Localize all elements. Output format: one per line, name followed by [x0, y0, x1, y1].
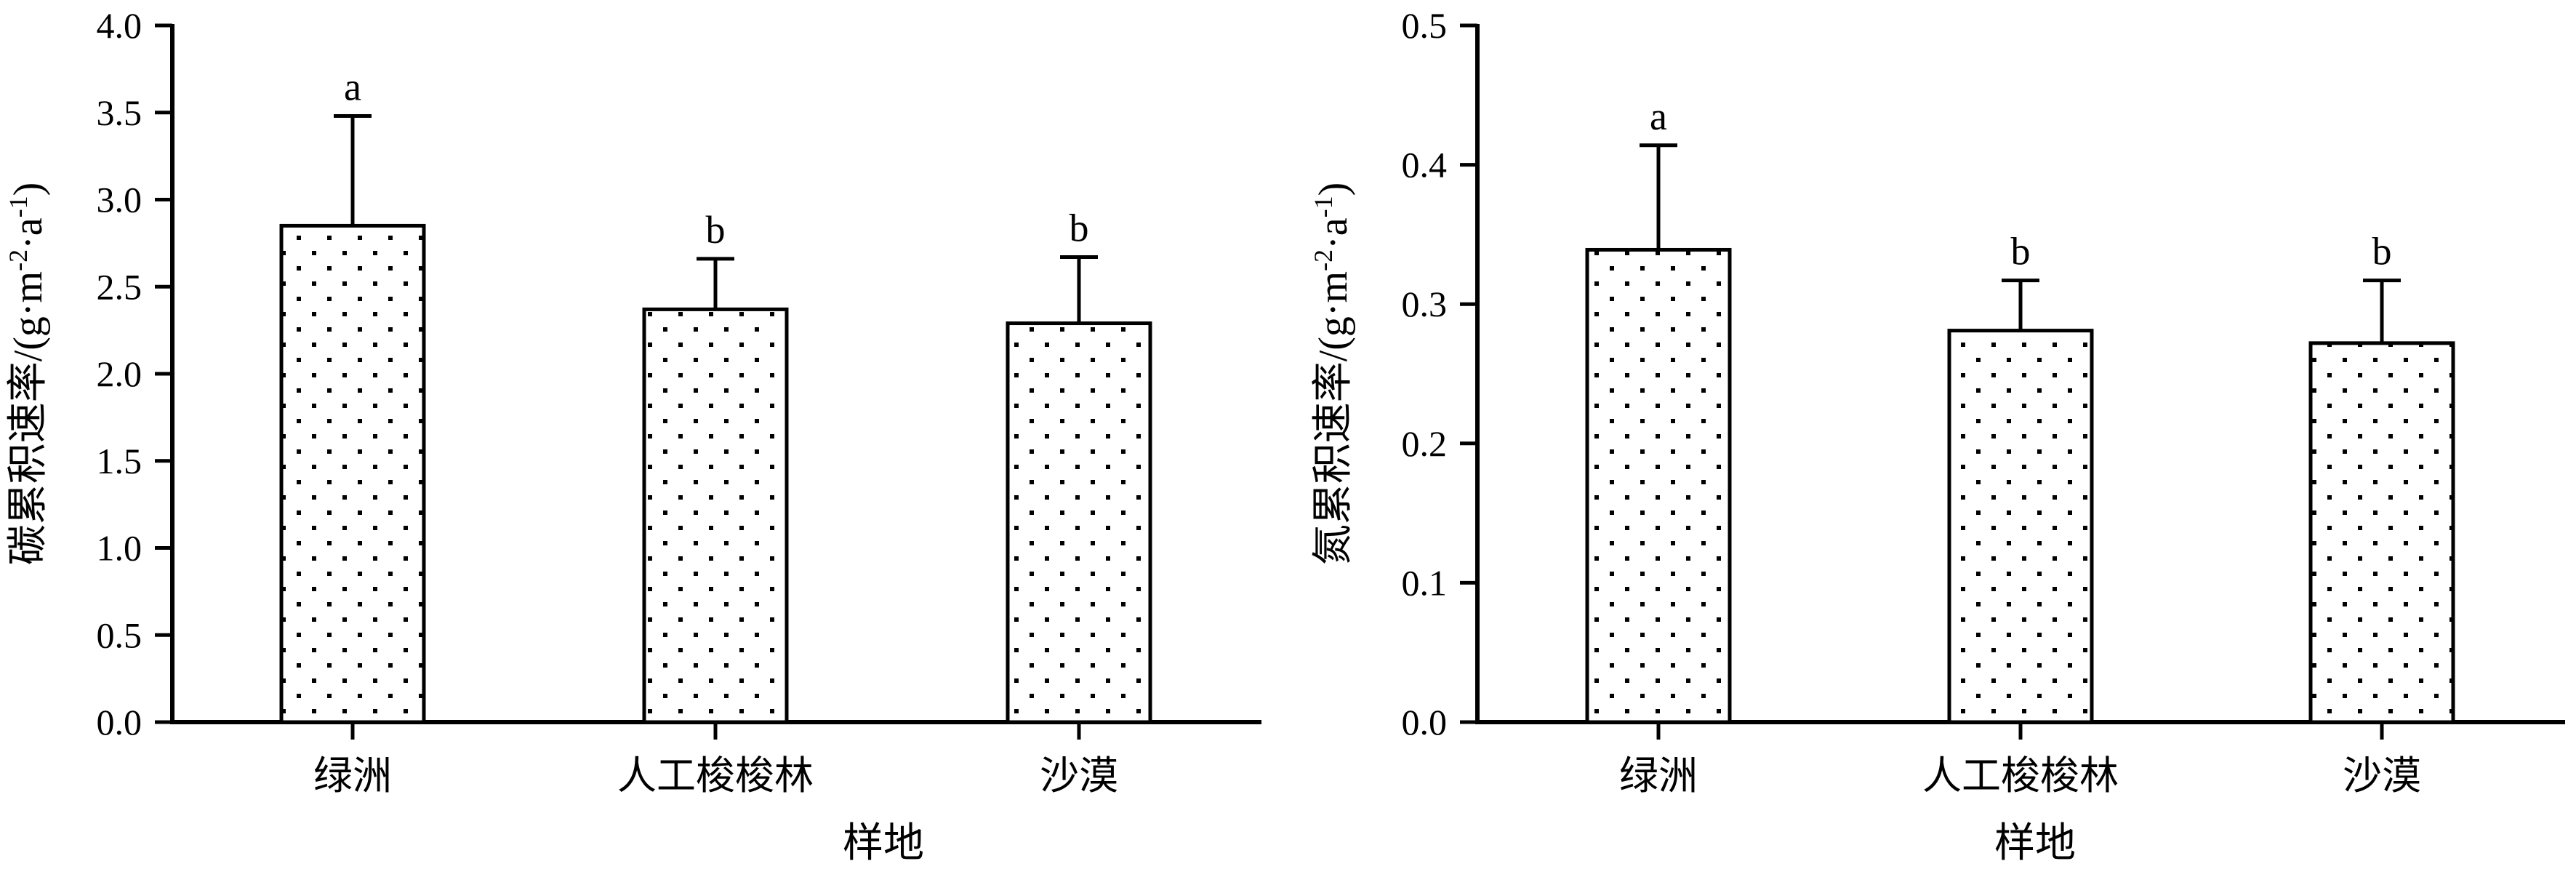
y-tick-label: 3.5	[97, 92, 143, 133]
y-tick-label: 2.0	[97, 353, 143, 394]
significance-letter: b	[706, 208, 726, 252]
y-tick-label: 0.5	[1402, 5, 1448, 46]
y-axis-title-part: ·a	[1311, 217, 1356, 249]
y-axis-title-part: -1	[4, 196, 33, 217]
y-tick-label: 0.5	[97, 614, 143, 655]
y-tick-label: 0.3	[1402, 284, 1448, 324]
x-tick-label: 绿洲	[313, 754, 392, 798]
x-tick-label: 沙漠	[2343, 754, 2421, 798]
x-tick-label: 人工梭梭林	[617, 754, 814, 798]
y-axis-title-part: -2	[1309, 249, 1338, 271]
y-axis-title-part: -2	[4, 249, 33, 271]
y-tick-label: 1.0	[97, 528, 143, 569]
y-axis-title-part: ·a	[6, 217, 51, 249]
significance-letter: a	[1650, 95, 1667, 138]
significance-letter: a	[344, 65, 361, 109]
bar	[1947, 329, 2094, 724]
y-axis-title-part: )	[6, 183, 51, 196]
y-axis-title-part: )	[1311, 183, 1356, 196]
y-tick-label: 0.1	[1402, 562, 1448, 603]
x-axis-title: 样地	[843, 821, 924, 866]
y-tick-label: 0.0	[97, 702, 143, 742]
y-tick-label: 0.0	[1402, 702, 1448, 742]
x-tick-label: 人工梭梭林	[1922, 754, 2119, 798]
y-tick-label: 2.5	[97, 266, 143, 307]
y-tick-label: 4.0	[97, 5, 143, 46]
y-axis-title: 氮累积速率/(g·m-2·a-1)	[1309, 183, 1356, 566]
y-tick-label: 1.5	[97, 441, 143, 481]
y-axis-title-part: 碳累积速率/(g·m	[6, 271, 51, 565]
significance-letter: b	[2372, 230, 2392, 273]
y-axis-title-part: -1	[1309, 196, 1338, 217]
chart-panel-1: 0.0 0.5 1.0 1.5 2.0 2.5 3.0 3.5 4.0 a 绿洲 b 人工梭梭林 b 沙漠样…	[4, 5, 1261, 866]
bar	[279, 223, 426, 724]
bar	[2308, 341, 2455, 724]
x-tick-label: 绿洲	[1619, 754, 1698, 798]
significance-letter: b	[1070, 207, 1089, 250]
x-axis-title: 样地	[1994, 821, 2076, 866]
y-tick-label: 0.2	[1402, 423, 1448, 464]
y-axis-title: 碳累积速率/(g·m-2·a-1)	[4, 183, 51, 566]
y-tick-label: 0.4	[1402, 145, 1448, 185]
y-axis-title-part: 氮累积速率/(g·m	[1311, 271, 1356, 565]
bar	[642, 307, 789, 724]
significance-letter: b	[2011, 230, 2031, 273]
bar	[1006, 321, 1152, 724]
bar	[1585, 247, 1732, 724]
y-tick-label: 3.0	[97, 180, 143, 220]
x-tick-label: 沙漠	[1040, 754, 1118, 798]
